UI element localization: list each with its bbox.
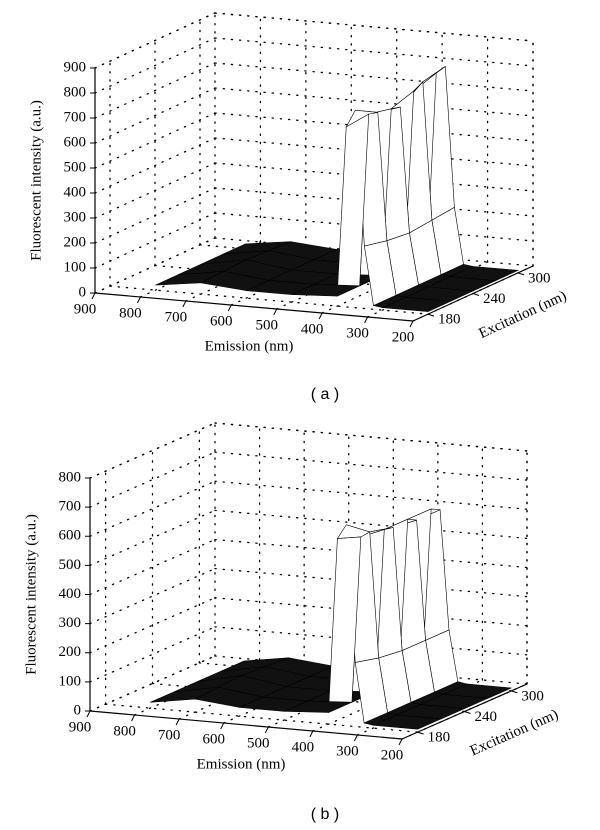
x-tick-label: 900 — [74, 301, 97, 317]
y-tick-label: 300 — [521, 688, 544, 704]
tick-mark — [517, 272, 525, 276]
x-tick-label: 700 — [165, 309, 188, 325]
grid-line — [214, 451, 528, 481]
tick-mark — [353, 734, 358, 742]
z-tick-label: 800 — [59, 469, 82, 485]
z-tick-label: 0 — [79, 284, 87, 300]
x-tick-label: 300 — [336, 743, 359, 759]
tick-mark — [318, 312, 323, 320]
y-tick-label: 240 — [475, 709, 498, 725]
tick-mark — [364, 316, 369, 324]
x-tick-label: 400 — [292, 739, 315, 755]
z-tick-label: 300 — [59, 615, 82, 631]
tick-mark — [175, 718, 180, 726]
z-tick-label: 200 — [64, 234, 87, 250]
x-tick-label: 400 — [301, 321, 324, 337]
tick-mark — [182, 300, 187, 308]
tick-mark — [398, 738, 403, 746]
tick-mark — [227, 304, 232, 312]
z-tick-label: 900 — [64, 59, 87, 75]
z-tick-label: 100 — [64, 259, 87, 275]
tick-mark — [264, 726, 269, 734]
grid-line — [94, 37, 216, 94]
x-tick-label: 800 — [119, 305, 142, 321]
x-tick-label: 200 — [392, 329, 415, 345]
x-tick-label: 200 — [381, 747, 404, 763]
z-tick-label: 400 — [64, 184, 87, 200]
x-tick-label: 500 — [247, 735, 270, 751]
panel: 0 100 200 300 400 500 600 700 800 900 800 700 600 500… — [23, 422, 561, 823]
tick-mark — [136, 296, 141, 304]
z-tick-label: 100 — [59, 673, 82, 689]
z-tick-label: 600 — [64, 134, 87, 150]
tick-mark — [472, 293, 480, 296]
box-edge — [94, 12, 216, 69]
x-axis-label: Emission (nm) — [205, 338, 294, 354]
grid-line — [94, 87, 216, 144]
tick-mark — [309, 730, 314, 738]
panel: 0 100 200 300 400 500 600 700 800 900 900 800 700 600… — [28, 12, 569, 403]
grid-line — [94, 187, 216, 244]
y-tick-label: 300 — [528, 270, 551, 286]
grid-line — [214, 480, 528, 510]
y-tick-label: 180 — [438, 312, 461, 328]
tick-mark — [91, 292, 96, 300]
z-tick-label: 700 — [64, 109, 87, 125]
x-tick-label: 300 — [346, 325, 369, 341]
z-tick-label: 600 — [59, 528, 82, 544]
x-tick-label: 800 — [113, 723, 136, 739]
z-tick-label: 200 — [59, 644, 82, 660]
z-tick-label: 700 — [59, 499, 82, 515]
x-tick-label: 600 — [210, 313, 233, 329]
x-axis — [89, 710, 403, 740]
x-tick-label: 600 — [202, 731, 225, 747]
tick-mark — [511, 690, 518, 694]
grid-line — [94, 137, 216, 194]
z-axis-label: Fluorescent intensity (a.u.) — [23, 514, 39, 675]
z-tick-label: 500 — [59, 557, 82, 573]
tick-mark — [220, 722, 225, 730]
tick-mark — [464, 711, 471, 714]
surface-cell — [150, 686, 219, 703]
tick-mark — [273, 308, 278, 316]
z-tick-label: 400 — [59, 586, 82, 602]
grid-line — [214, 37, 534, 67]
grid-line — [94, 62, 216, 119]
x-tick-label: 700 — [158, 727, 181, 743]
z-tick-label: 0 — [74, 702, 82, 718]
x-axis — [94, 292, 414, 322]
z-tick-label: 800 — [64, 84, 87, 100]
z-axis-label: Fluorescent intensity (a.u.) — [28, 100, 44, 261]
tick-mark — [86, 710, 91, 718]
surface-cell — [155, 271, 224, 286]
grid-line — [94, 112, 216, 169]
box-edge — [214, 422, 528, 452]
grid-line — [94, 162, 216, 219]
caption: ( b ) — [311, 806, 339, 823]
grid-line — [214, 62, 534, 92]
x-axis-label: Emission (nm) — [197, 756, 286, 772]
tick-mark — [131, 714, 136, 722]
tick-mark — [427, 313, 435, 317]
tick-mark — [409, 320, 414, 328]
z-tick-label: 500 — [64, 159, 87, 175]
z-tick-label: 300 — [64, 209, 87, 225]
box-edge — [214, 12, 534, 42]
y-tick-label: 180 — [428, 730, 451, 746]
grid-line — [214, 509, 528, 540]
tick-mark — [417, 731, 424, 735]
grid-line — [94, 212, 216, 269]
grid-line — [94, 237, 216, 294]
caption: ( a ) — [311, 386, 339, 403]
y-tick-label: 240 — [483, 291, 506, 307]
x-tick-label: 500 — [255, 317, 278, 333]
grid-line — [104, 703, 419, 733]
x-tick-label: 900 — [69, 719, 92, 735]
